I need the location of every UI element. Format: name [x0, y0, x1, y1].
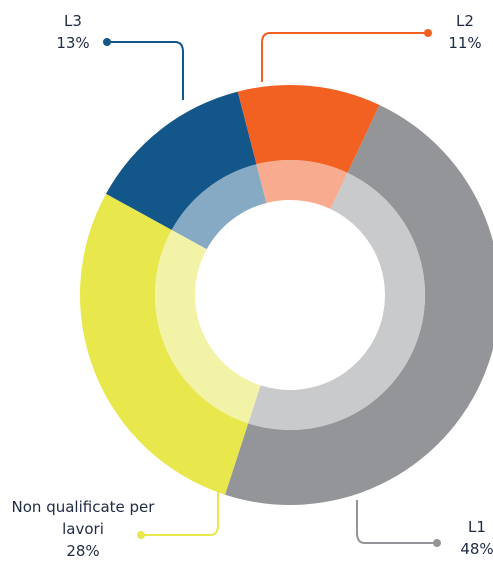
- inner-segment: [171, 164, 267, 250]
- leader-dot: [424, 29, 432, 37]
- segment: [237, 84, 380, 173]
- inner-segment: [256, 160, 348, 210]
- value-label: 28%: [66, 542, 100, 560]
- segment: [225, 104, 493, 505]
- label: L2 11%: [425, 10, 493, 54]
- inner-segment: [154, 229, 261, 424]
- category-label: L3: [64, 12, 82, 30]
- label: L3 13%: [33, 10, 113, 54]
- value-label: 11%: [448, 34, 482, 52]
- leader-line: [356, 500, 437, 544]
- value-label: 48%: [460, 540, 493, 558]
- leader-dot: [433, 539, 441, 547]
- leader-dot: [137, 531, 145, 539]
- value-label: 13%: [56, 34, 90, 52]
- leader-line: [107, 41, 184, 100]
- leader-line: [261, 32, 428, 82]
- label: L1 48%: [437, 516, 493, 560]
- leader-dot: [103, 38, 111, 46]
- label: Non qualificate per lavori 28%: [8, 496, 158, 561]
- category-label: L1: [468, 518, 486, 536]
- inner-segment: [248, 172, 425, 431]
- category-label: Non qualificate per lavori: [11, 498, 155, 538]
- leader-line: [141, 488, 219, 536]
- segment: [80, 193, 249, 495]
- segment: [105, 91, 257, 230]
- category-label: L2: [456, 12, 474, 30]
